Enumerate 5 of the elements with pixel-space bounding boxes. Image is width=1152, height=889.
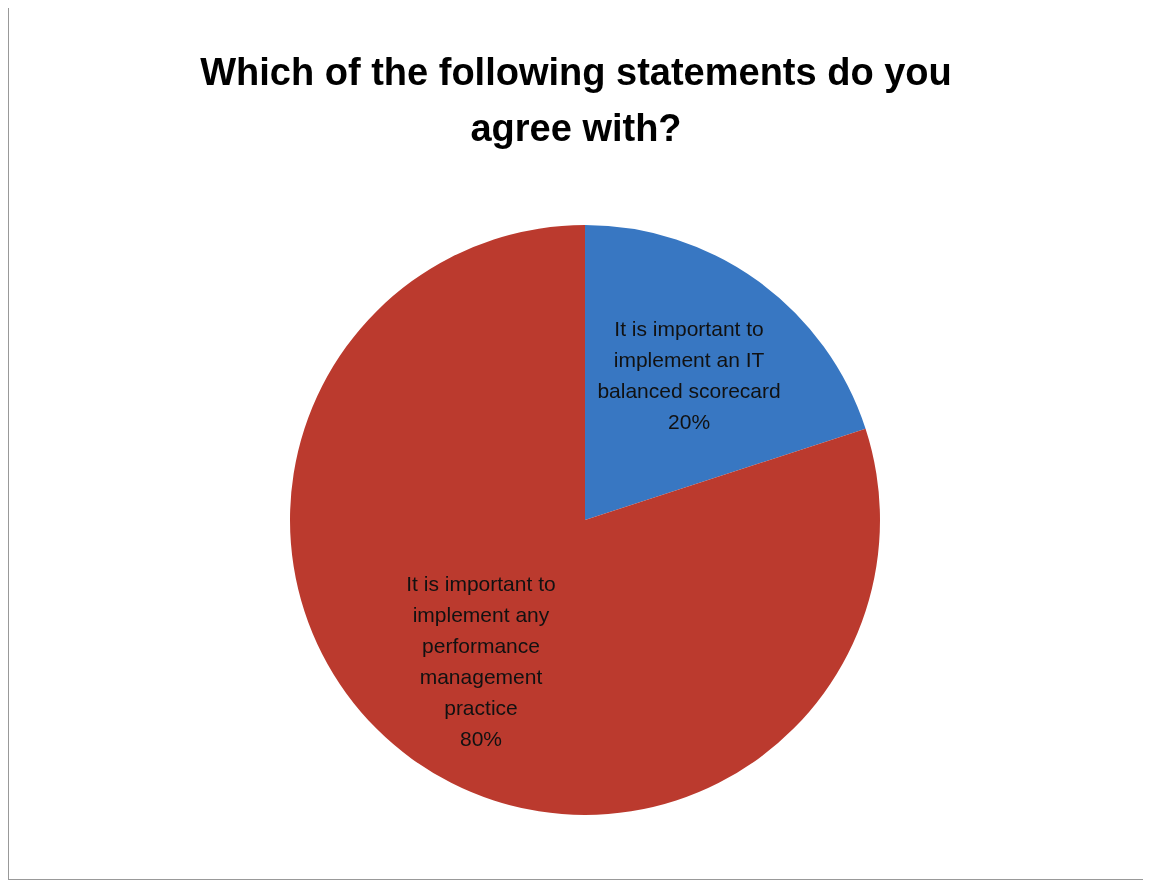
slice-label: It is important to implement any performance management practice bbox=[406, 572, 556, 720]
data-label: 80% bbox=[459, 727, 502, 751]
data-label: 20% bbox=[668, 410, 711, 434]
slice-label: It is important to implement an IT balanced scorecard bbox=[597, 317, 781, 403]
chart-title: Which of the following statements do you agree with? bbox=[199, 50, 953, 151]
